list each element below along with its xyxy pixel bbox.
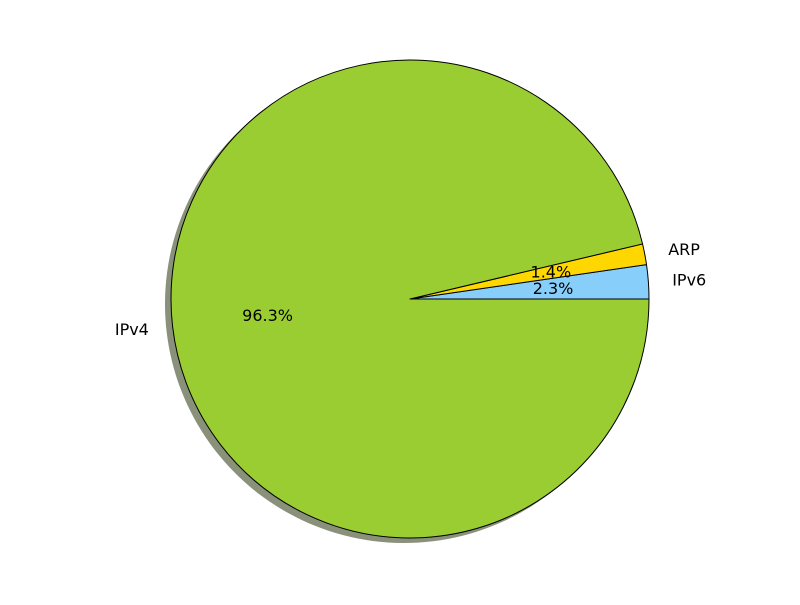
pie-percent-arp: 1.4% xyxy=(531,263,572,282)
pie-label-ipv4: IPv4 xyxy=(115,320,149,339)
pie-label-ipv6: IPv6 xyxy=(672,271,706,290)
pie-label-arp: ARP xyxy=(668,240,700,259)
pie-label-layer: IPv6 2.3% ARP 1.4% IPv4 96.3% xyxy=(115,240,706,339)
pie-percent-ipv6: 2.3% xyxy=(533,279,574,298)
pie-wedge-layer xyxy=(170,59,650,539)
pie-slice-ipv4 xyxy=(170,59,650,539)
pie-percent-ipv4: 96.3% xyxy=(242,306,293,325)
